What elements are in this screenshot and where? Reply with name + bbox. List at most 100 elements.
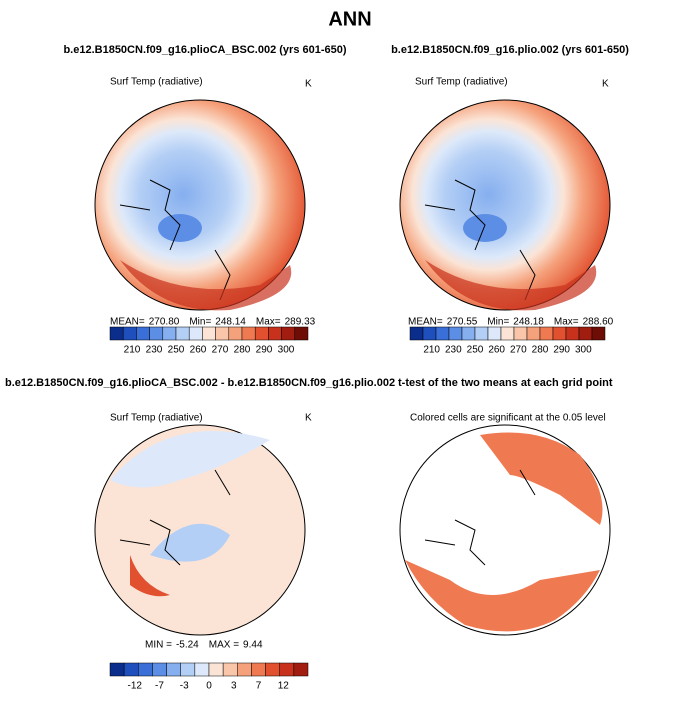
colorbar-box: [565, 326, 580, 341]
colorbar-box: [448, 326, 463, 341]
colorbar-label: 7: [256, 681, 262, 692]
colorbar-label: 300: [278, 345, 295, 356]
colorbar-box: [409, 326, 424, 341]
colorbar-label: 280: [234, 345, 251, 356]
colorbar-box: [215, 326, 230, 341]
colorbar-box: [109, 662, 125, 677]
colorbar-box: [268, 326, 282, 341]
colorbar-box: [175, 326, 190, 341]
figure-title: ANN: [328, 8, 371, 30]
map: [94, 424, 306, 636]
colorbar-box: [294, 326, 309, 341]
stat-value: 9.44: [243, 640, 263, 651]
colorbar-label: 230: [445, 345, 462, 356]
colorbar-box: [526, 326, 541, 341]
stat-label: Min=: [189, 317, 211, 328]
stat-label: MAX =: [209, 640, 239, 651]
colorbar-box: [194, 662, 210, 677]
colorbar-box: [152, 662, 167, 677]
colorbar-label: 290: [553, 345, 570, 356]
colorbar-box: [552, 326, 567, 341]
stat-value: 248.14: [215, 317, 246, 328]
units: K: [305, 413, 312, 424]
stat-label: Min=: [487, 317, 509, 328]
stat-value: 288.60: [583, 317, 614, 328]
colorbar-box: [122, 326, 137, 341]
colorbar-label: 230: [146, 345, 163, 356]
panel-title: b.e12.B1850CN.f09_g16.plioCA_BSC.002 (yr…: [63, 44, 346, 56]
units: K: [602, 79, 609, 90]
colorbar-box: [578, 326, 593, 341]
colorbar-box: [251, 662, 266, 677]
colorbar-label: -3: [180, 681, 189, 692]
colorbar-box: [202, 326, 216, 341]
colorbar-box: [591, 326, 606, 341]
colorbar-box: [109, 326, 124, 341]
colorbar-label: 290: [256, 345, 273, 356]
stat-label: MIN =: [145, 640, 172, 651]
stat-label: Max=: [554, 317, 579, 328]
colorbar-box: [254, 326, 269, 341]
panel-title: b.e12.B1850CN.f09_g16.plio.002 (yrs 601-…: [391, 44, 629, 56]
colorbar-label: -7: [155, 681, 164, 692]
stat-label: MEAN=: [408, 317, 443, 328]
colorbar-box: [166, 662, 181, 677]
colorbar-box: [241, 326, 256, 341]
field-label: Surf Temp (radiative): [110, 413, 203, 424]
panel-title: t-test of the two means at each grid poi…: [398, 377, 613, 389]
colorbar-box: [208, 662, 224, 677]
colorbar-box: [293, 662, 309, 677]
panel-title: b.e12.B1850CN.f09_g16.plioCA_BSC.002 - b…: [5, 377, 395, 389]
colorbar-label: 250: [467, 345, 484, 356]
field-label: Colored cells are significant at the 0.0…: [410, 413, 606, 424]
colorbar-box: [228, 326, 243, 341]
colorbar-label: 260: [190, 345, 207, 356]
stat-value: 289.33: [285, 317, 316, 328]
stat-value: -5.24: [176, 640, 199, 651]
map: [399, 99, 611, 311]
colorbar-box: [281, 326, 296, 341]
colorbar-box: [435, 326, 450, 341]
stat-value: 270.55: [447, 317, 478, 328]
colorbar-box: [149, 326, 164, 341]
map: [399, 424, 611, 636]
colorbar-label: -12: [128, 681, 143, 692]
colorbar-box: [265, 662, 280, 677]
colorbar-box: [474, 326, 489, 341]
colorbar-box: [500, 326, 515, 341]
colorbar-box: [180, 662, 196, 677]
colorbar-box: [237, 662, 252, 677]
stat-label: Max=: [256, 317, 281, 328]
stat-value: 270.80: [149, 317, 180, 328]
field-label: Surf Temp (radiative): [415, 77, 508, 88]
stat-label: MEAN=: [110, 317, 145, 328]
colorbar-label: 0: [206, 681, 212, 692]
colorbar-box: [162, 326, 177, 341]
colorbar-label: 250: [168, 345, 185, 356]
colorbar-box: [461, 326, 476, 341]
colorbar-label: 270: [510, 345, 527, 356]
colorbar-box: [123, 662, 139, 677]
stat-value: 248.18: [513, 317, 544, 328]
colorbar-box: [222, 662, 238, 677]
colorbar-label: 210: [124, 345, 141, 356]
map: [94, 99, 306, 311]
colorbar-label: 280: [532, 345, 549, 356]
colorbar-box: [487, 326, 502, 341]
colorbar-label: 300: [575, 345, 592, 356]
field-label: Surf Temp (radiative): [110, 77, 203, 88]
units: K: [305, 79, 312, 90]
colorbar-box: [279, 662, 295, 677]
colorbar-box: [422, 326, 437, 341]
colorbar-label: 210: [423, 345, 440, 356]
colorbar-box: [188, 326, 203, 341]
colorbar-box: [136, 326, 150, 341]
colorbar-label: 12: [278, 681, 290, 692]
colorbar-box: [138, 662, 153, 677]
colorbar-label: 270: [212, 345, 229, 356]
colorbar-box: [539, 326, 554, 341]
colorbar-box: [513, 326, 528, 341]
colorbar-label: 3: [231, 681, 237, 692]
colorbar-label: 260: [488, 345, 505, 356]
